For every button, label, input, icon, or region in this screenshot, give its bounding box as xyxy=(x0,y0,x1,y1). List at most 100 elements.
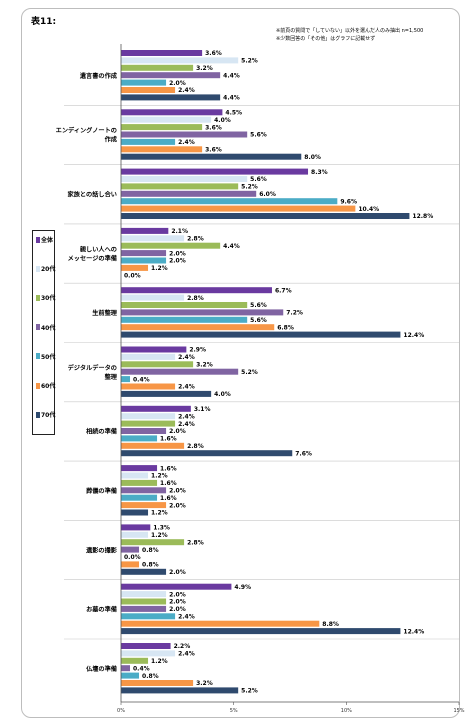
value-label: 5.6% xyxy=(250,317,267,324)
bar-20代-11 xyxy=(121,650,176,657)
value-label: 2.0% xyxy=(169,80,186,87)
bar-40代-5 xyxy=(121,309,284,316)
value-label: 2.4% xyxy=(178,139,195,146)
bar-30代-5 xyxy=(121,302,248,308)
bar-50代-11 xyxy=(121,672,140,679)
bar-全体-7 xyxy=(121,405,191,412)
legend-label: 50代 xyxy=(41,353,56,361)
value-label: 12.4% xyxy=(403,332,424,339)
legend-swatch xyxy=(36,382,40,389)
bar-30代-2 xyxy=(121,124,203,131)
value-label: 0.4% xyxy=(133,376,150,383)
legend-label: 70代 xyxy=(41,412,56,420)
legend-swatch xyxy=(36,294,40,301)
bar-60代-2 xyxy=(121,146,203,153)
value-label: 2.8% xyxy=(187,443,204,450)
value-label: 4.5% xyxy=(225,110,242,117)
bar-30代-3 xyxy=(121,183,239,190)
bar-50代-8 xyxy=(121,494,158,501)
value-label: 2.0% xyxy=(169,599,186,606)
legend-swatch xyxy=(36,411,40,418)
category-label: メッセージの準備 xyxy=(68,254,117,262)
bar-60代-1 xyxy=(121,87,176,93)
bar-60代-3 xyxy=(121,205,356,212)
value-label: 2.0% xyxy=(169,502,186,509)
category-label: 相続の準備 xyxy=(86,428,117,436)
bar-全体-6 xyxy=(121,346,187,353)
bar-20代-2 xyxy=(121,116,212,123)
legend-item-70代: 70代 xyxy=(36,410,55,419)
bar-70代-3 xyxy=(121,213,410,219)
bar-20代-8 xyxy=(121,472,149,479)
bar-60代-9 xyxy=(121,561,140,568)
category-label: 遺影の撮影 xyxy=(85,546,118,554)
value-label: 12.8% xyxy=(412,213,433,220)
value-label: 2.9% xyxy=(189,347,206,354)
value-label: 4.4% xyxy=(223,243,240,250)
value-label: 1.6% xyxy=(160,436,177,443)
bar-70代-7 xyxy=(121,450,293,457)
bar-40代-2 xyxy=(121,131,248,138)
value-label: 5.2% xyxy=(241,58,258,65)
category-label: お墓の準備 xyxy=(86,606,117,614)
bar-50代-3 xyxy=(121,198,338,205)
value-label: 5.6% xyxy=(250,302,267,309)
value-label: 2.0% xyxy=(169,258,186,265)
value-label: 4.4% xyxy=(223,95,240,102)
value-label: 7.2% xyxy=(286,310,303,317)
bar-30代-9 xyxy=(121,539,185,546)
bar-70代-6 xyxy=(121,390,212,397)
bar-40代-1 xyxy=(121,72,221,79)
category-label: 仏壇の準備 xyxy=(86,665,117,673)
bar-50代-4 xyxy=(121,257,167,264)
legend-swatch xyxy=(36,353,40,360)
bar-30代-1 xyxy=(121,64,194,71)
bar-40代-10 xyxy=(121,605,167,612)
bar-20代-1 xyxy=(121,57,239,64)
bar-20代-7 xyxy=(121,413,176,420)
chart-legend: 全体 20代 30代 40代 50代 60代 70代 xyxy=(32,230,55,435)
x-tick-label: 15% xyxy=(453,708,464,714)
x-tick-label: 0% xyxy=(117,708,125,714)
category-label: 作成 xyxy=(105,136,118,144)
bar-30代-6 xyxy=(121,361,194,368)
category-label: 遺言書の作成 xyxy=(79,72,118,80)
value-label: 2.0% xyxy=(169,569,186,576)
value-label: 2.4% xyxy=(178,384,195,391)
value-label: 12.4% xyxy=(403,628,424,635)
value-label: 0.8% xyxy=(142,562,159,569)
value-label: 6.0% xyxy=(259,191,276,198)
bar-70代-10 xyxy=(121,628,401,635)
legend-swatch xyxy=(36,265,40,272)
bar-全体-3 xyxy=(121,168,309,175)
category-label: エンディングノートの xyxy=(56,127,117,135)
value-label: 2.2% xyxy=(174,643,191,650)
value-label: 2.8% xyxy=(187,236,204,243)
value-label: 2.4% xyxy=(178,87,195,94)
value-label: 6.7% xyxy=(275,287,292,294)
bar-70代-11 xyxy=(121,687,239,694)
value-label: 5.2% xyxy=(241,184,258,191)
bar-40代-4 xyxy=(121,250,167,257)
value-label: 2.0% xyxy=(169,250,186,257)
value-label: 10.4% xyxy=(358,206,379,213)
category-label: 親しい人への xyxy=(80,245,117,253)
value-label: 2.1% xyxy=(171,228,188,235)
value-label: 3.2% xyxy=(196,65,213,72)
bar-40代-7 xyxy=(121,428,167,434)
bar-60代-10 xyxy=(121,620,320,627)
bar-50代-10 xyxy=(121,613,176,620)
value-label: 8.0% xyxy=(304,154,321,161)
legend-swatch xyxy=(36,236,40,243)
bar-20代-5 xyxy=(121,294,185,301)
value-label: 5.6% xyxy=(250,176,267,183)
value-label: 2.0% xyxy=(169,591,186,598)
category-label: 家族との話し合い xyxy=(68,191,117,199)
value-label: 5.2% xyxy=(241,369,258,376)
value-label: 3.6% xyxy=(205,124,222,131)
category-label: 葬儀の準備 xyxy=(85,487,117,495)
bar-70代-8 xyxy=(121,509,149,516)
bar-20代-6 xyxy=(121,353,176,360)
category-label: デジタルデータの xyxy=(68,364,117,372)
